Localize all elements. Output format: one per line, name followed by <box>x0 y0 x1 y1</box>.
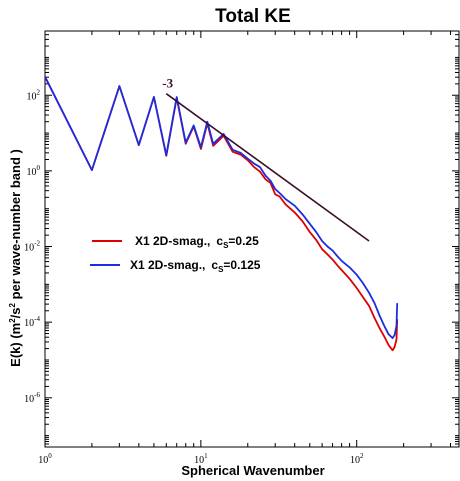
reference-slope: -3 <box>162 76 370 242</box>
y-tick-label: 10-6 <box>24 391 40 405</box>
y-tick-label: 10-4 <box>24 315 40 329</box>
chart-title: Total KE <box>215 6 291 27</box>
y-axis-label: E(k) (m2/s2 per wave-number band ) <box>8 149 23 367</box>
reference-slope-label: -3 <box>162 76 173 91</box>
legend-entry-red: X1 2D-smag., cS=0.25 <box>135 234 259 250</box>
x-axis-label: Spherical Wavenumber <box>181 463 324 478</box>
x-tick-label: 101 <box>194 452 208 466</box>
series-lines <box>44 76 399 352</box>
x-tick-label: 102 <box>350 452 364 466</box>
series-line-blue <box>44 76 399 339</box>
y-tick-label: 102 <box>27 88 41 102</box>
y-tick-label: 10-2 <box>24 240 40 254</box>
legend-entry-blue: X1 2D-smag., cS=0.125 <box>130 258 261 274</box>
plot-border <box>44 30 460 448</box>
y-tick-label: 100 <box>27 164 41 178</box>
plot-frame <box>44 30 460 448</box>
y-axis-ticks: 10-6 10-4 10-2 100 102 <box>24 30 459 448</box>
legend: X1 2D-smag., cS=0.25 X1 2D-smag., cS=0.125 <box>90 234 261 274</box>
x-tick-label: 100 <box>38 452 52 466</box>
reference-slope-line <box>165 93 370 242</box>
